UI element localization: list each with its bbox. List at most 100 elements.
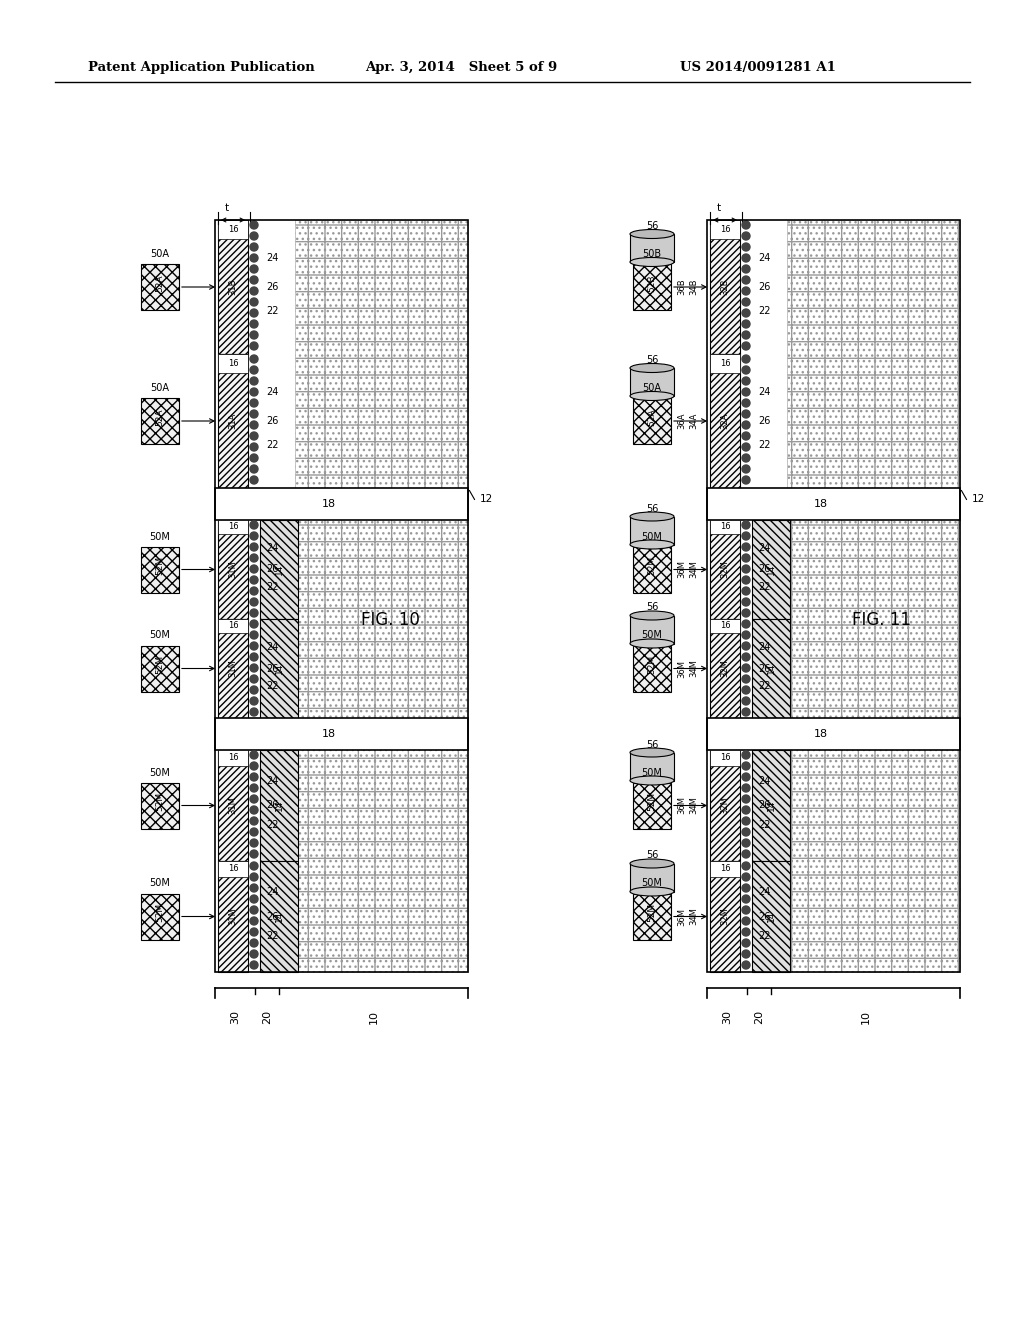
- Ellipse shape: [630, 748, 674, 756]
- Text: 14: 14: [767, 911, 775, 923]
- Text: 31A: 31A: [228, 413, 238, 429]
- Circle shape: [742, 587, 750, 595]
- Bar: [710, 220, 740, 354]
- Bar: [710, 619, 740, 632]
- Text: 32B: 32B: [721, 279, 729, 296]
- Bar: [710, 861, 740, 876]
- Text: 24: 24: [758, 252, 770, 263]
- Bar: [260, 750, 298, 861]
- Circle shape: [250, 609, 258, 616]
- Text: 52B: 52B: [647, 275, 656, 292]
- Text: 52M: 52M: [647, 792, 656, 812]
- Bar: [141, 546, 179, 593]
- Circle shape: [742, 762, 750, 770]
- Bar: [260, 520, 298, 619]
- Text: 26: 26: [266, 800, 279, 810]
- Bar: [710, 750, 740, 861]
- Circle shape: [742, 598, 750, 606]
- Text: 50M: 50M: [642, 879, 663, 888]
- Text: 32M: 32M: [721, 660, 729, 677]
- Circle shape: [250, 620, 258, 628]
- Text: 36B: 36B: [678, 279, 686, 296]
- Text: 22: 22: [266, 932, 279, 941]
- Text: 22: 22: [758, 821, 770, 830]
- Circle shape: [250, 762, 258, 770]
- Circle shape: [250, 378, 258, 385]
- Circle shape: [250, 862, 258, 870]
- Circle shape: [250, 253, 258, 261]
- Text: 31M: 31M: [228, 796, 238, 814]
- Text: 26: 26: [266, 282, 279, 292]
- Circle shape: [250, 532, 258, 540]
- Text: FIG. 10: FIG. 10: [360, 611, 420, 630]
- Text: 36M: 36M: [678, 796, 686, 814]
- Bar: [218, 861, 248, 972]
- Text: 34B: 34B: [689, 279, 698, 296]
- Bar: [141, 783, 179, 829]
- Text: 26: 26: [758, 664, 770, 673]
- Ellipse shape: [630, 639, 674, 648]
- Text: 22: 22: [266, 306, 279, 315]
- Circle shape: [250, 928, 258, 936]
- Circle shape: [742, 355, 750, 363]
- Circle shape: [250, 411, 258, 418]
- Text: 24: 24: [266, 887, 279, 898]
- Text: 16: 16: [720, 224, 730, 234]
- Circle shape: [250, 286, 258, 294]
- Text: 52M: 52M: [156, 903, 165, 923]
- Text: 14: 14: [767, 564, 775, 576]
- Circle shape: [250, 298, 258, 306]
- Text: 18: 18: [322, 499, 336, 510]
- Text: 22: 22: [266, 582, 279, 593]
- Circle shape: [250, 664, 258, 672]
- Text: 16: 16: [720, 622, 730, 631]
- Circle shape: [742, 576, 750, 583]
- Circle shape: [742, 850, 750, 858]
- Circle shape: [250, 465, 258, 473]
- Circle shape: [250, 388, 258, 396]
- Bar: [218, 750, 248, 861]
- Circle shape: [742, 331, 750, 339]
- Text: 34M: 34M: [689, 561, 698, 578]
- Bar: [633, 645, 671, 692]
- Bar: [707, 488, 961, 520]
- Text: 34M: 34M: [689, 660, 698, 677]
- Circle shape: [250, 840, 258, 847]
- Circle shape: [742, 342, 750, 350]
- Bar: [630, 863, 674, 891]
- Text: 24: 24: [266, 387, 279, 396]
- Text: 18: 18: [814, 499, 828, 510]
- Bar: [141, 264, 179, 310]
- Circle shape: [250, 319, 258, 327]
- Circle shape: [250, 598, 258, 606]
- Bar: [260, 619, 298, 718]
- Text: 24: 24: [266, 776, 279, 787]
- Text: t: t: [717, 203, 721, 213]
- Text: 30: 30: [722, 1010, 732, 1024]
- Circle shape: [250, 675, 258, 682]
- Bar: [218, 354, 248, 488]
- Text: 10: 10: [860, 1010, 870, 1024]
- Ellipse shape: [630, 540, 674, 549]
- Text: 34A: 34A: [689, 413, 698, 429]
- Circle shape: [742, 554, 750, 562]
- Circle shape: [250, 917, 258, 925]
- Text: 32M: 32M: [721, 796, 729, 814]
- Bar: [633, 264, 671, 310]
- Circle shape: [742, 828, 750, 836]
- Bar: [218, 619, 248, 718]
- Text: US 2014/0091281 A1: US 2014/0091281 A1: [680, 62, 836, 74]
- Text: 26: 26: [758, 282, 770, 292]
- Text: 16: 16: [227, 754, 239, 762]
- Circle shape: [742, 432, 750, 440]
- Text: 26: 26: [758, 416, 770, 426]
- Bar: [218, 520, 248, 619]
- Ellipse shape: [630, 392, 674, 400]
- Text: 56: 56: [646, 850, 658, 861]
- Circle shape: [250, 817, 258, 825]
- Circle shape: [250, 807, 258, 814]
- Bar: [752, 619, 790, 718]
- Ellipse shape: [630, 859, 674, 869]
- Text: 26: 26: [758, 565, 770, 574]
- Text: 16: 16: [227, 865, 239, 874]
